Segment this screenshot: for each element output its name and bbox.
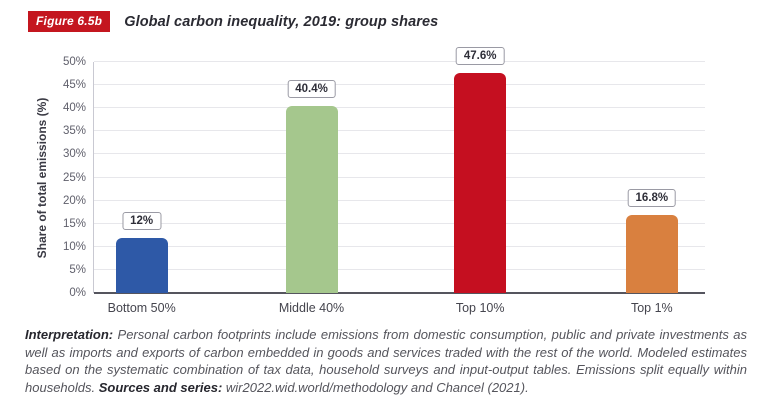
chart-title: Global carbon inequality, 2019: group sh… [124, 13, 439, 30]
gridline [94, 176, 705, 178]
bar-value-label: 47.6% [455, 47, 505, 66]
y-tick-label: 40% [62, 102, 86, 115]
x-category-label: Top 10% [455, 301, 505, 315]
y-tick-label: 30% [62, 148, 86, 161]
gridline [94, 107, 705, 109]
x-category-label: Bottom 50% [107, 301, 176, 315]
gridline [94, 245, 705, 247]
bar-value-label: 40.4% [287, 80, 336, 99]
y-tick-label: 15% [62, 217, 86, 230]
x-axis-line [94, 292, 705, 294]
gridline [94, 153, 705, 155]
bar-value-label: 16.8% [627, 189, 677, 208]
y-tick-label: 10% [62, 240, 86, 253]
y-axis-title: Share of total emissions (%) [35, 97, 49, 259]
y-tick-label: 20% [62, 194, 86, 207]
x-category-label: Top 1% [630, 301, 673, 315]
gridline [94, 199, 705, 201]
interpretation-text: Personal carbon footprints include emiss… [25, 327, 747, 395]
plot-area: 0% 5% 10% 15% 20% 25% 30% 35% 40% 45% 50% 12% Bottom… [63, 47, 705, 315]
y-tick-label: 25% [62, 171, 86, 184]
bar-top-10- [454, 73, 507, 293]
y-tick-label: 35% [62, 125, 86, 138]
y-tick-label: 5% [69, 263, 86, 276]
y-tick-label: 50% [62, 56, 86, 68]
bar-middle-40- [285, 106, 338, 293]
x-category-label: Middle 40% [278, 301, 345, 315]
sources-text: wir2022.wid.world/methodology and Chance… [222, 379, 529, 395]
chart-header: Figure 6.5b Global carbon inequality, 20… [28, 11, 438, 32]
sources-label: Sources and series: [98, 379, 223, 395]
gridline [94, 61, 705, 62]
figure-label-badge: Figure 6.5b [28, 11, 111, 32]
gridline [94, 84, 705, 86]
bar-value-label: 12% [122, 211, 162, 230]
gridline [94, 130, 705, 132]
bar-top-1- [625, 215, 678, 293]
bar-chart: Share of total emissions (%) 0% 5% 10% 15% 2… [35, 47, 705, 315]
y-tick-label: 0% [69, 287, 86, 299]
gridline [94, 268, 705, 270]
gridline [94, 222, 705, 224]
footer-note: Interpretation: Personal carbon footprin… [25, 326, 747, 396]
bar-bottom-50- [115, 237, 168, 293]
y-tick-label: 45% [62, 79, 86, 92]
interpretation-label: Interpretation: [25, 327, 114, 342]
